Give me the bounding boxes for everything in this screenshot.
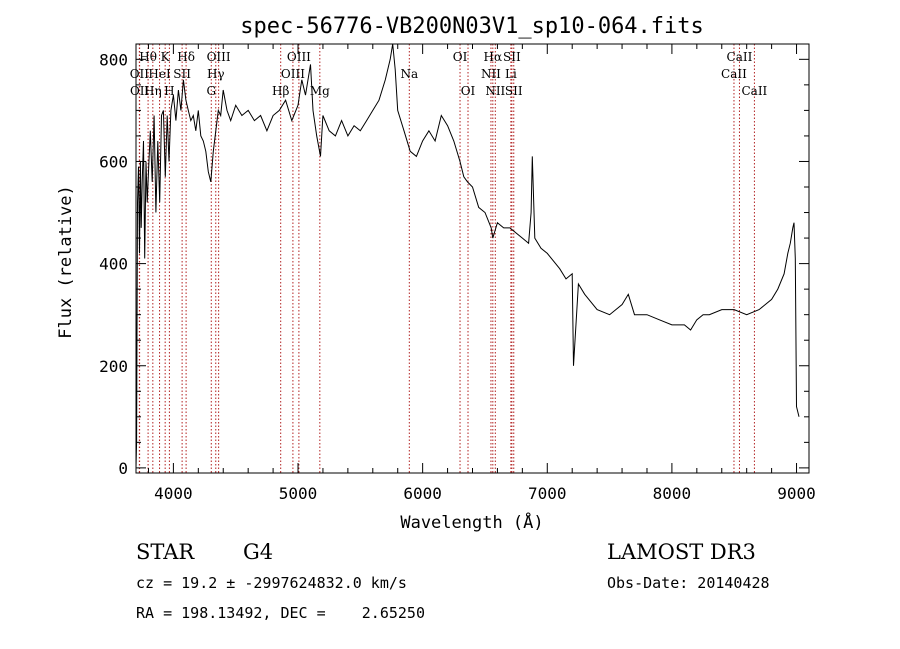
observation-date: Obs-Date: 20140428 — [607, 574, 770, 592]
chart-title: spec-56776-VB200N03V1_sp10-064.fits — [240, 14, 704, 39]
spectral-line-label: H — [164, 84, 174, 98]
plot-frame — [135, 43, 810, 474]
x-tick-label: 9000 — [777, 484, 816, 503]
spectral-line-label: CaII — [721, 67, 747, 81]
y-axis-label: Flux (relative) — [56, 185, 76, 339]
spectrum-series-line — [135, 43, 800, 468]
x-tick-label: 6000 — [403, 484, 442, 503]
axis-ticks: 4000 5000 6000 7000 8000 9000 0 200 400 600 800 — [99, 44, 816, 503]
x-tick-label: 8000 — [653, 484, 692, 503]
ra-dec-coordinates: RA = 198.13492, DEC = 2.65250 — [136, 604, 425, 622]
x-tick-label: 7000 — [528, 484, 567, 503]
y-tick-label: 0 — [118, 459, 128, 478]
spectral-line-label: Hθ — [139, 50, 157, 64]
spectral-line-label: CaII — [741, 84, 767, 98]
y-tick-label: 400 — [99, 255, 128, 274]
spectral-line-label: SII — [173, 67, 191, 81]
survey-name: LAMOST DR3 — [607, 540, 756, 564]
x-tick-label: 5000 — [279, 484, 318, 503]
spectral-line-label: NII — [485, 84, 505, 98]
y-tick-label: 200 — [99, 357, 128, 376]
spectral-line-label: K — [161, 50, 171, 64]
y-tick-label: 800 — [99, 50, 128, 69]
x-tick-label: 4000 — [154, 484, 193, 503]
spectral-line-label: Hδ — [177, 50, 195, 64]
spectral-line-label: NII — [481, 67, 501, 81]
spectral-line-label: SII — [503, 50, 521, 64]
spectral-line-label: OIII — [281, 67, 305, 81]
spectral-line-label: OIII — [207, 50, 231, 64]
spectral-line-label: G — [206, 84, 216, 98]
object-class: STAR — [136, 540, 195, 564]
spectral-line-label: Hγ — [207, 67, 225, 81]
spectral-line-label: Mg — [310, 84, 330, 98]
spectral-line-label: OII — [130, 67, 150, 81]
x-axis-label: Wavelength (Å) — [400, 511, 543, 533]
redshift-velocity: cz = 19.2 ± -2997624832.0 km/s — [136, 574, 407, 592]
spectral-line-label: CaII — [727, 50, 753, 64]
spectral-line-label: OI — [461, 84, 476, 98]
spectral-line-label: Hη — [144, 84, 162, 98]
spectral-line-label: Hα — [484, 50, 503, 64]
object-subclass: G4 — [243, 540, 274, 564]
spectral-line-label: Hβ — [272, 84, 289, 98]
spectral-line-label: HeI — [148, 67, 171, 81]
spectral-line-markers — [138, 44, 755, 473]
spectral-line-label: Li — [505, 67, 517, 81]
y-tick-label: 600 — [99, 152, 128, 171]
spectral-line-label: SII — [505, 84, 523, 98]
spectral-line-label: Na — [400, 67, 418, 81]
spectral-line-label: OIII — [287, 50, 311, 64]
spectral-line-label: OII — [130, 84, 150, 98]
spectral-line-label: OI — [453, 50, 468, 64]
